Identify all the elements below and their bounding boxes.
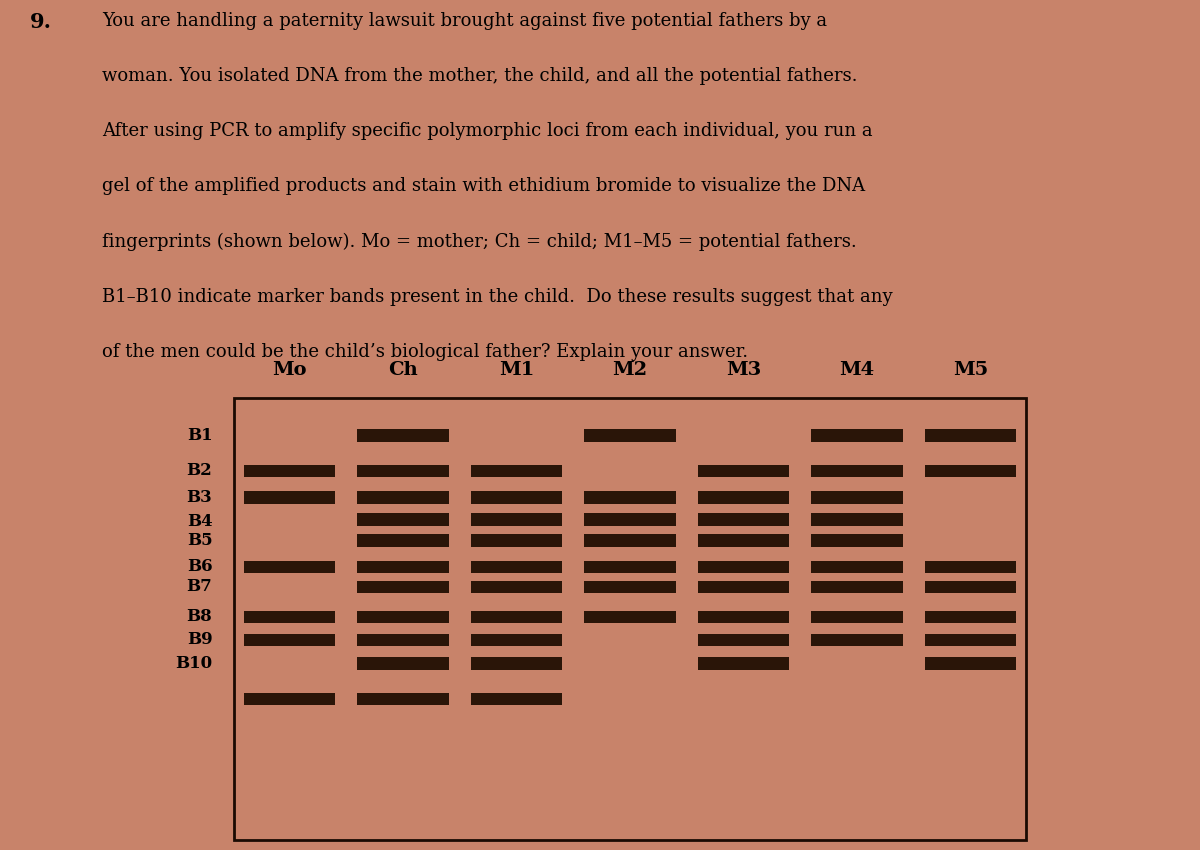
FancyBboxPatch shape — [584, 513, 676, 525]
FancyBboxPatch shape — [584, 534, 676, 547]
FancyBboxPatch shape — [698, 534, 790, 547]
FancyBboxPatch shape — [811, 611, 902, 623]
FancyBboxPatch shape — [811, 429, 902, 442]
FancyBboxPatch shape — [925, 634, 1016, 646]
Text: B6: B6 — [187, 558, 212, 575]
Text: B1: B1 — [187, 427, 212, 444]
Text: After using PCR to amplify specific polymorphic loci from each individual, you r: After using PCR to amplify specific poly… — [102, 122, 872, 140]
FancyBboxPatch shape — [925, 429, 1016, 442]
Text: M3: M3 — [726, 360, 761, 379]
FancyBboxPatch shape — [358, 429, 449, 442]
Text: M4: M4 — [840, 360, 875, 379]
FancyBboxPatch shape — [584, 561, 676, 573]
FancyBboxPatch shape — [698, 634, 790, 646]
FancyBboxPatch shape — [925, 581, 1016, 593]
FancyBboxPatch shape — [811, 581, 902, 593]
FancyBboxPatch shape — [470, 693, 562, 705]
FancyBboxPatch shape — [811, 634, 902, 646]
FancyBboxPatch shape — [358, 693, 449, 705]
Text: B4: B4 — [187, 513, 212, 530]
Text: M1: M1 — [499, 360, 534, 379]
Text: B7: B7 — [187, 578, 212, 595]
Text: B2: B2 — [187, 462, 212, 479]
FancyBboxPatch shape — [925, 611, 1016, 623]
FancyBboxPatch shape — [358, 513, 449, 525]
FancyBboxPatch shape — [925, 465, 1016, 477]
FancyBboxPatch shape — [470, 491, 562, 503]
FancyBboxPatch shape — [584, 581, 676, 593]
FancyBboxPatch shape — [244, 561, 335, 573]
FancyBboxPatch shape — [244, 465, 335, 477]
FancyBboxPatch shape — [358, 534, 449, 547]
FancyBboxPatch shape — [470, 634, 562, 646]
Text: Ch: Ch — [388, 360, 418, 379]
FancyBboxPatch shape — [470, 465, 562, 477]
FancyBboxPatch shape — [698, 611, 790, 623]
Text: B3: B3 — [187, 489, 212, 506]
Text: 9.: 9. — [30, 12, 52, 32]
FancyBboxPatch shape — [698, 657, 790, 670]
FancyBboxPatch shape — [244, 634, 335, 646]
FancyBboxPatch shape — [925, 561, 1016, 573]
Text: B8: B8 — [187, 609, 212, 626]
FancyBboxPatch shape — [358, 561, 449, 573]
FancyBboxPatch shape — [470, 611, 562, 623]
Text: You are handling a paternity lawsuit brought against five potential fathers by a: You are handling a paternity lawsuit bro… — [102, 12, 827, 31]
FancyBboxPatch shape — [470, 581, 562, 593]
FancyBboxPatch shape — [698, 581, 790, 593]
FancyBboxPatch shape — [698, 513, 790, 525]
FancyBboxPatch shape — [811, 513, 902, 525]
Text: M5: M5 — [953, 360, 988, 379]
FancyBboxPatch shape — [358, 581, 449, 593]
FancyBboxPatch shape — [358, 491, 449, 503]
FancyBboxPatch shape — [358, 611, 449, 623]
FancyBboxPatch shape — [584, 611, 676, 623]
FancyBboxPatch shape — [244, 693, 335, 705]
FancyBboxPatch shape — [925, 657, 1016, 670]
FancyBboxPatch shape — [811, 491, 902, 503]
FancyBboxPatch shape — [234, 398, 1026, 841]
FancyBboxPatch shape — [358, 465, 449, 477]
Text: fingerprints (shown below). Mo = mother; Ch = child; M1–M5 = potential fathers.: fingerprints (shown below). Mo = mother;… — [102, 233, 857, 251]
Text: M2: M2 — [612, 360, 648, 379]
Text: B1–B10 indicate marker bands present in the child.  Do these results suggest tha: B1–B10 indicate marker bands present in … — [102, 287, 893, 306]
FancyBboxPatch shape — [470, 561, 562, 573]
FancyBboxPatch shape — [584, 429, 676, 442]
Text: of the men could be the child’s biological father? Explain your answer.: of the men could be the child’s biologic… — [102, 343, 748, 360]
FancyBboxPatch shape — [470, 534, 562, 547]
FancyBboxPatch shape — [811, 561, 902, 573]
FancyBboxPatch shape — [244, 611, 335, 623]
FancyBboxPatch shape — [584, 491, 676, 503]
FancyBboxPatch shape — [811, 534, 902, 547]
Text: B9: B9 — [187, 632, 212, 649]
Text: B10: B10 — [175, 654, 212, 672]
FancyBboxPatch shape — [698, 491, 790, 503]
FancyBboxPatch shape — [470, 657, 562, 670]
FancyBboxPatch shape — [811, 465, 902, 477]
FancyBboxPatch shape — [358, 634, 449, 646]
FancyBboxPatch shape — [698, 465, 790, 477]
FancyBboxPatch shape — [244, 491, 335, 503]
FancyBboxPatch shape — [470, 513, 562, 525]
Text: woman. You isolated DNA from the mother, the child, and all the potential father: woman. You isolated DNA from the mother,… — [102, 67, 858, 85]
FancyBboxPatch shape — [358, 657, 449, 670]
Text: Mo: Mo — [272, 360, 307, 379]
Text: gel of the amplified products and stain with ethidium bromide to visualize the D: gel of the amplified products and stain … — [102, 178, 865, 196]
Text: B5: B5 — [187, 532, 212, 549]
FancyBboxPatch shape — [698, 561, 790, 573]
